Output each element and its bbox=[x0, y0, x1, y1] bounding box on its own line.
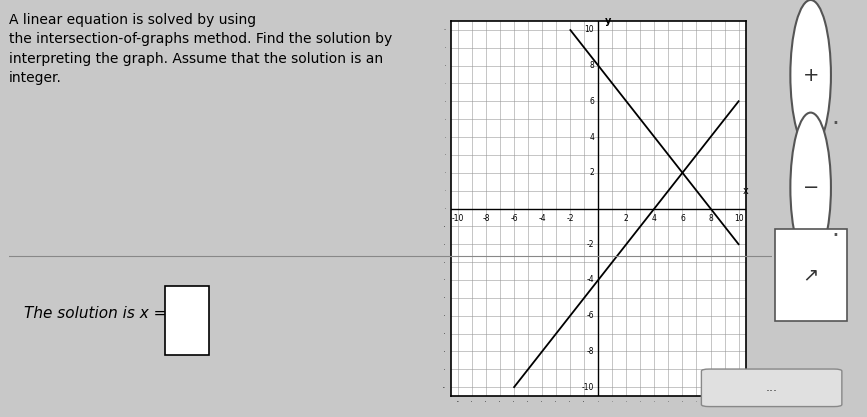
Text: -2: -2 bbox=[586, 240, 594, 249]
Text: .: . bbox=[831, 217, 839, 241]
Text: 6: 6 bbox=[590, 97, 594, 106]
Text: 4: 4 bbox=[590, 133, 594, 141]
Text: The solution is x =: The solution is x = bbox=[24, 306, 166, 321]
Circle shape bbox=[791, 0, 831, 150]
FancyBboxPatch shape bbox=[165, 286, 209, 354]
Circle shape bbox=[791, 113, 831, 263]
Text: -6: -6 bbox=[510, 214, 518, 223]
FancyBboxPatch shape bbox=[774, 229, 847, 321]
Text: 2: 2 bbox=[624, 214, 629, 223]
Text: 10: 10 bbox=[584, 25, 594, 34]
Text: -8: -8 bbox=[482, 214, 490, 223]
Text: -6: -6 bbox=[586, 311, 594, 320]
Text: x: x bbox=[743, 186, 748, 196]
Text: ↗: ↗ bbox=[803, 266, 818, 285]
Text: -8: -8 bbox=[586, 347, 594, 356]
Text: 8: 8 bbox=[708, 214, 713, 223]
Text: +: + bbox=[802, 65, 819, 85]
Text: 10: 10 bbox=[733, 214, 743, 223]
Text: 4: 4 bbox=[652, 214, 657, 223]
Text: −: − bbox=[803, 178, 818, 197]
Text: A linear equation is solved by using
the intersection-of-graphs method. Find the: A linear equation is solved by using the… bbox=[9, 13, 392, 85]
Text: -10: -10 bbox=[452, 214, 464, 223]
Text: -2: -2 bbox=[566, 214, 574, 223]
Text: .: . bbox=[831, 105, 839, 129]
Text: -4: -4 bbox=[538, 214, 546, 223]
Text: 6: 6 bbox=[680, 214, 685, 223]
Text: -4: -4 bbox=[586, 276, 594, 284]
Text: y: y bbox=[605, 16, 611, 26]
Text: 8: 8 bbox=[590, 61, 594, 70]
Text: ...: ... bbox=[766, 381, 778, 394]
FancyBboxPatch shape bbox=[701, 369, 842, 407]
Text: -10: -10 bbox=[582, 383, 594, 392]
Text: 2: 2 bbox=[590, 168, 594, 177]
